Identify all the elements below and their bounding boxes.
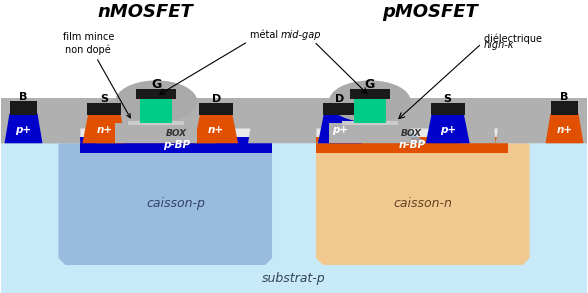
Text: n+: n+	[208, 125, 224, 135]
Bar	[136, 89, 176, 99]
Polygon shape	[5, 113, 42, 143]
Text: G: G	[151, 78, 161, 91]
Polygon shape	[96, 123, 216, 143]
Text: D: D	[212, 94, 220, 104]
Text: n-BP: n-BP	[398, 140, 425, 150]
Polygon shape	[460, 98, 496, 143]
Bar	[431, 103, 465, 115]
Text: S: S	[444, 94, 452, 104]
Ellipse shape	[115, 80, 197, 122]
Text: S: S	[101, 94, 108, 104]
Bar	[354, 97, 386, 123]
Polygon shape	[45, 98, 81, 143]
Bar	[1, 1, 587, 98]
Polygon shape	[248, 98, 316, 143]
Polygon shape	[1, 98, 58, 143]
Text: p+: p+	[332, 125, 348, 135]
Bar	[199, 103, 233, 115]
Text: mid-gap: mid-gap	[281, 30, 322, 40]
Bar	[530, 98, 587, 143]
Text: n+: n+	[96, 125, 112, 135]
Bar	[350, 89, 390, 99]
Polygon shape	[316, 123, 427, 143]
Polygon shape	[58, 143, 272, 265]
Text: n+: n+	[556, 125, 573, 135]
Text: métal: métal	[250, 30, 281, 40]
Text: p-BP: p-BP	[163, 140, 190, 150]
Text: G: G	[365, 78, 375, 91]
Bar	[115, 123, 197, 143]
Text: caisson-p: caisson-p	[147, 197, 206, 210]
Text: BOX: BOX	[401, 129, 422, 138]
Bar	[81, 137, 272, 153]
Bar	[141, 97, 172, 123]
Bar	[550, 101, 579, 115]
Polygon shape	[318, 113, 362, 143]
Text: BOX: BOX	[166, 129, 187, 138]
Bar	[9, 101, 38, 115]
Text: p+: p+	[440, 125, 456, 135]
Text: high-κ: high-κ	[484, 40, 514, 50]
Bar	[342, 121, 398, 125]
Text: p+: p+	[15, 125, 32, 135]
Text: caisson-n: caisson-n	[393, 197, 452, 210]
Text: B: B	[19, 92, 28, 102]
Bar	[316, 128, 507, 138]
Polygon shape	[496, 98, 587, 143]
Bar	[1, 98, 58, 143]
Polygon shape	[426, 113, 470, 143]
Bar	[128, 121, 184, 125]
Bar	[323, 103, 357, 115]
Ellipse shape	[329, 80, 411, 122]
Bar	[316, 137, 507, 153]
Polygon shape	[316, 143, 530, 265]
Text: diélectrique: diélectrique	[484, 33, 544, 44]
Text: substrat-p: substrat-p	[262, 272, 326, 285]
Text: pMOSFET: pMOSFET	[382, 3, 477, 21]
Text: D: D	[335, 94, 345, 104]
Text: nMOSFET: nMOSFET	[98, 3, 193, 21]
Bar	[1, 98, 587, 143]
Polygon shape	[194, 113, 238, 143]
Bar	[88, 103, 121, 115]
Bar	[81, 128, 272, 138]
Text: film mince
non dopé: film mince non dopé	[63, 32, 131, 118]
Bar	[329, 123, 411, 143]
Polygon shape	[82, 113, 126, 143]
Text: B: B	[560, 92, 569, 102]
Polygon shape	[546, 113, 583, 143]
